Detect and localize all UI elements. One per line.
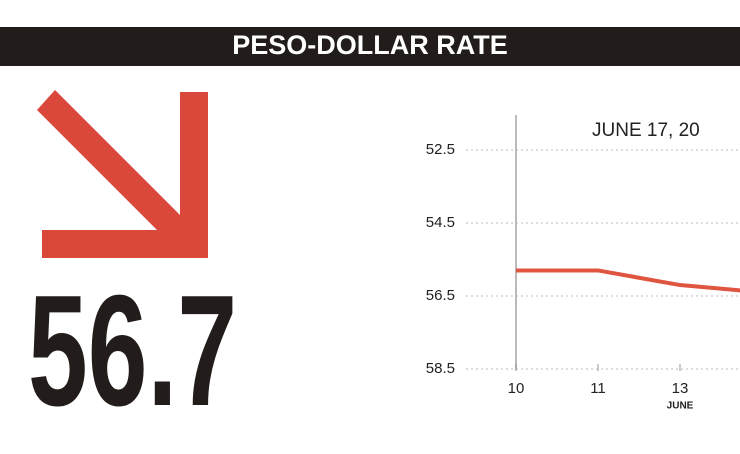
- x-axis-label: JUNE: [667, 401, 694, 412]
- y-tick-label: 56.5: [426, 287, 455, 304]
- y-tick-label: 52.5: [426, 141, 455, 158]
- data-line: [516, 268, 740, 293]
- headline-value: 56.7: [28, 262, 237, 439]
- y-tick-label: 58.5: [426, 360, 455, 377]
- down-arrow: [37, 90, 208, 258]
- x-tick-label: 13: [672, 380, 689, 397]
- title-bar: [0, 27, 740, 66]
- chart-subtitle: JUNE 17, 20: [592, 120, 700, 141]
- x-tick-label: 11: [590, 380, 606, 397]
- x-tick-label: 10: [508, 380, 525, 397]
- chart-title: PESO-DOLLAR RATE: [232, 30, 508, 60]
- y-tick-label: 54.5: [426, 214, 455, 231]
